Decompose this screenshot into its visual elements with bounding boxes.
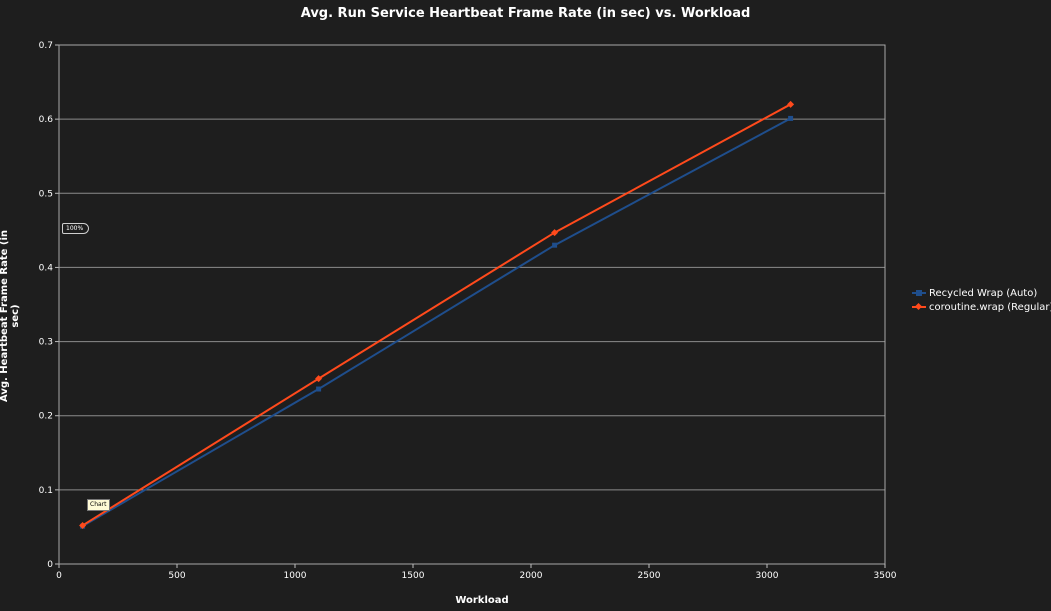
data-point-square	[316, 386, 322, 392]
x-tick-label: 3500	[874, 571, 897, 581]
legend: Recycled Wrap (Auto) coroutine.wrap (Reg…	[912, 286, 1051, 314]
y-tick-label: 0	[47, 560, 53, 570]
data-point-diamond	[787, 100, 795, 108]
y-axis-label: Avg. Heartbeat Frame Rate (in sec)	[0, 229, 21, 403]
y-tick-label: 0.6	[39, 115, 54, 125]
x-tick-label: 1500	[402, 571, 425, 581]
data-point-diamond	[79, 521, 87, 529]
series-line-2	[82, 103, 792, 527]
plot-frame	[58, 44, 886, 565]
y-tick-label: 0.2	[39, 412, 53, 422]
y-tick-label: 0.7	[39, 41, 53, 51]
data-point-diamond	[551, 229, 559, 237]
x-tick-label: 500	[168, 571, 185, 581]
data-point-square	[552, 242, 558, 248]
legend-diamond-marker-icon	[912, 302, 926, 312]
x-tick-label: 2000	[520, 571, 543, 581]
chart-title: Avg. Run Service Heartbeat Frame Rate (i…	[300, 6, 751, 21]
legend-label: Recycled Wrap (Auto)	[929, 287, 1038, 299]
legend-square-marker-icon	[912, 288, 926, 298]
y-tick-label: 0.4	[39, 263, 54, 273]
series-line-1	[82, 117, 792, 528]
zoom-level-tag[interactable]: 100%	[62, 223, 90, 234]
x-tick-label: 1000	[284, 571, 307, 581]
x-axis-label: Workload	[455, 595, 509, 606]
x-tick-label: 2500	[638, 571, 661, 581]
legend-item-coroutine-wrap[interactable]: coroutine.wrap (Regular)	[912, 300, 1051, 314]
y-tick-label: 0.3	[39, 338, 53, 348]
y-tick-label: 0.1	[39, 486, 53, 496]
y-tick-label: 0.5	[39, 189, 53, 199]
data-point-diamond	[315, 375, 323, 383]
legend-item-recycled-wrap[interactable]: Recycled Wrap (Auto)	[912, 286, 1051, 300]
data-point-square	[788, 115, 794, 121]
x-tick-label: 0	[56, 571, 62, 581]
chart-tooltip: Chart	[87, 499, 110, 511]
legend-label: coroutine.wrap (Regular)	[929, 301, 1051, 313]
x-tick-label: 3000	[756, 571, 779, 581]
